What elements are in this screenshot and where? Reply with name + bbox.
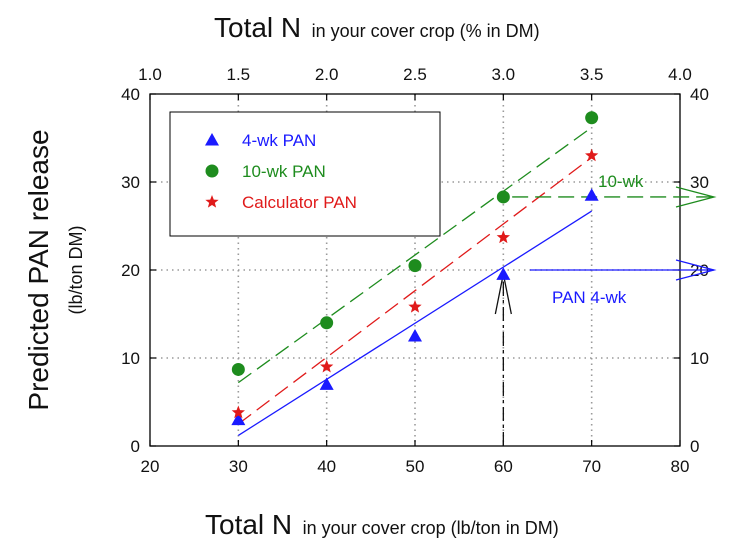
right-tick-label: 10: [690, 349, 709, 368]
annotation-label: PAN 4-wk: [552, 288, 627, 307]
fit-line: [237, 210, 593, 436]
data-point: [496, 190, 510, 204]
right-tick-label: 30: [690, 173, 709, 192]
data-points: [231, 111, 599, 426]
right-tick-label: 40: [690, 85, 709, 104]
left-tick-label: 0: [131, 437, 140, 456]
legend-label: Calculator PAN: [242, 193, 357, 212]
annotation-arrow-head: [675, 259, 717, 281]
fit-lines: [237, 126, 593, 436]
left-tick-label: 10: [121, 349, 140, 368]
data-point: [231, 405, 245, 419]
left-axis-ticks: 0 10 20 30 40: [121, 85, 156, 456]
x-bottom-title: Total N in your cover crop (lb/ton in DM…: [205, 509, 559, 538]
data-point: [231, 412, 246, 426]
data-point: [320, 316, 334, 330]
fit-line: [237, 126, 593, 384]
top-tick-label: 4.0: [668, 65, 692, 84]
y-label-sub: (lb/ton DM): [66, 225, 86, 314]
x-top-title: Total N in your cover crop (% in DM): [214, 12, 540, 43]
bottom-tick-label: 50: [406, 457, 425, 476]
bottom-tick-label: 70: [582, 457, 601, 476]
data-point: [408, 259, 422, 273]
bottom-tick-label: 20: [141, 457, 160, 476]
legend: 4-wk PAN 10-wk PAN Calculator PAN: [169, 111, 441, 237]
fit-line: [237, 156, 593, 425]
left-tick-label: 30: [121, 173, 140, 192]
data-point: [585, 148, 599, 162]
legend-marker: [205, 133, 219, 146]
top-tick-label: 3.5: [580, 65, 604, 84]
data-point: [231, 362, 245, 376]
data-point: [408, 299, 422, 313]
top-tick-label: 3.0: [492, 65, 516, 84]
annotation-label: 10-wk: [598, 172, 644, 191]
y-label-main: Predicted PAN release: [23, 129, 54, 410]
data-point: [496, 267, 511, 280]
legend-marker: [205, 195, 219, 208]
top-tick-label: 2.5: [403, 65, 427, 84]
legend-label: 10-wk PAN: [242, 162, 326, 181]
bottom-axis-ticks: 20 30 40 50 60 70 80: [141, 440, 690, 476]
bottom-tick-label: 60: [494, 457, 513, 476]
top-axis-ticks: 1.0 1.5 2.0 2.5 3.0 3.5 4.0: [138, 65, 692, 100]
annotation-arrow-head: [675, 186, 717, 208]
legend-marker: [205, 164, 219, 178]
legend-label: 4-wk PAN: [242, 131, 316, 150]
left-tick-label: 40: [121, 85, 140, 104]
bottom-tick-label: 40: [317, 457, 336, 476]
data-point: [584, 188, 599, 201]
x-bottom-label-sub: in your cover crop (lb/ton in DM): [303, 518, 559, 538]
annotations: 10-wk PAN 4-wk: [494, 172, 717, 446]
data-point: [496, 230, 510, 244]
x-bottom-label-main: Total N: [205, 509, 292, 538]
data-point: [585, 111, 599, 125]
top-tick-label: 1.5: [227, 65, 251, 84]
x-top-label-sub: in your cover crop (% in DM): [312, 21, 540, 41]
x-top-label-main: Total N: [214, 12, 301, 43]
data-point: [408, 329, 422, 342]
bottom-tick-label: 80: [671, 457, 690, 476]
top-tick-label: 1.0: [138, 65, 162, 84]
top-tick-label: 2.0: [315, 65, 339, 84]
bottom-tick-label: 30: [229, 457, 248, 476]
left-tick-label: 20: [121, 261, 140, 280]
data-point: [319, 377, 334, 390]
right-tick-label: 0: [690, 437, 699, 456]
data-point: [320, 359, 334, 373]
